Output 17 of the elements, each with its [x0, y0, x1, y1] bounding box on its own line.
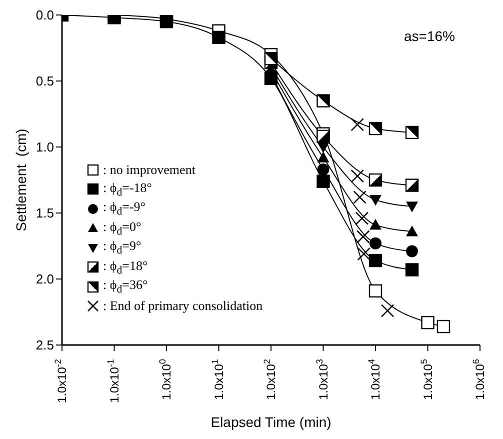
legend-label: : ϕ$_{d}$=36°: [103, 277, 148, 296]
x-axis-title: Elapsed Time (min): [210, 414, 332, 430]
y-tick-label: 1.5: [36, 206, 54, 221]
annotation: as=16%: [404, 28, 455, 44]
legend-label: : ϕ$_{d}$=9°: [103, 238, 142, 258]
y-axis-title: Settlement (cm): [13, 128, 29, 232]
legend-label: : ϕ$_{d}$=-18°: [103, 180, 152, 199]
legend-label: : ϕ$_{d}$=-9°: [103, 199, 146, 218]
y-tick-label: 2.0: [36, 272, 54, 287]
y-tick-label: 1.0: [36, 140, 54, 155]
y-tick-label: 2.5: [36, 338, 54, 353]
y-tick-label: 0.0: [36, 8, 54, 23]
legend-label: : no improvement: [103, 162, 196, 177]
legend-label: : ϕ$_{d}$=18°: [103, 258, 148, 277]
legend-label: : ϕ$_{d}$=0°: [103, 218, 142, 238]
legend-label: : End of primary consolidation: [103, 298, 263, 314]
y-tick-label: 0.5: [36, 74, 54, 89]
